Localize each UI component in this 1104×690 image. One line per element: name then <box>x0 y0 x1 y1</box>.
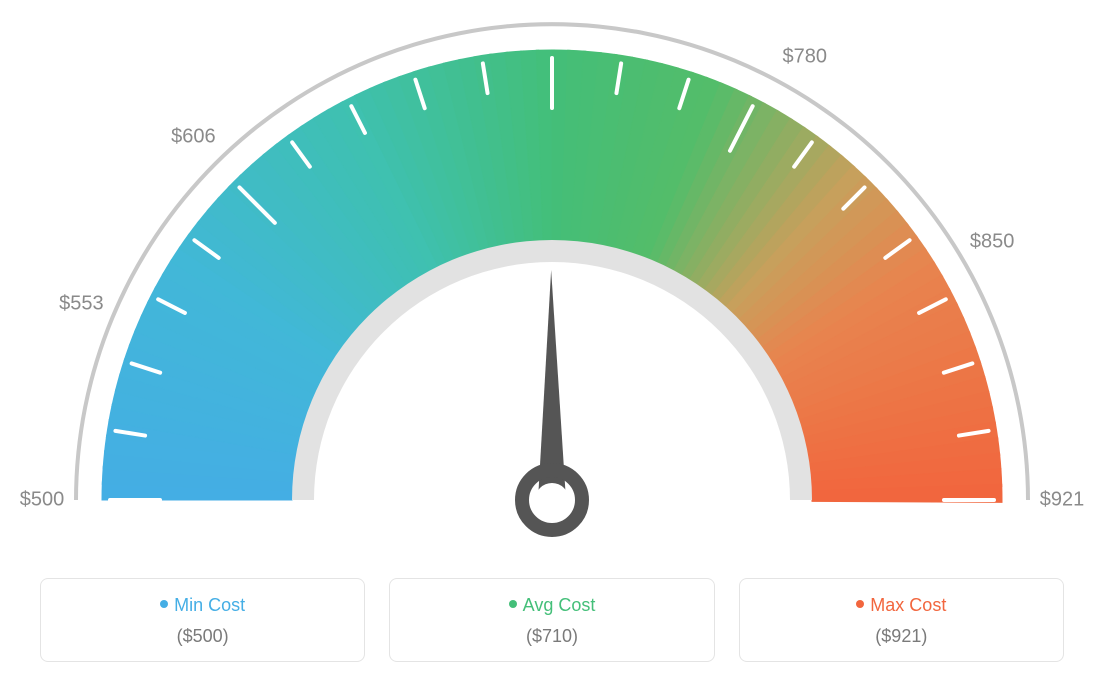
legend-max-label: Max Cost <box>750 595 1053 616</box>
legend-avg-value: ($710) <box>400 626 703 647</box>
legend-min-card: Min Cost ($500) <box>40 578 365 662</box>
legend-avg-label-text: Avg Cost <box>523 595 596 615</box>
legend-max-card: Max Cost ($921) <box>739 578 1064 662</box>
legend-min-label-text: Min Cost <box>174 595 245 615</box>
gauge-tick-label: $710 <box>528 0 573 2</box>
legend-max-value: ($921) <box>750 626 1053 647</box>
gauge-tick-label: $780 <box>783 46 828 69</box>
gauge-tick-label: $850 <box>970 231 1015 254</box>
dot-icon <box>160 600 168 608</box>
dot-icon <box>509 600 517 608</box>
legend-max-label-text: Max Cost <box>870 595 946 615</box>
legend-avg-label: Avg Cost <box>400 595 703 616</box>
legend-avg-card: Avg Cost ($710) <box>389 578 714 662</box>
gauge-svg <box>0 0 1104 560</box>
legend-min-label: Min Cost <box>51 595 354 616</box>
legend-row: Min Cost ($500) Avg Cost ($710) Max Cost… <box>40 578 1064 662</box>
gauge-area: $500 $553 $606 $710 $780 $850 $921 <box>0 0 1104 560</box>
dot-icon <box>856 600 864 608</box>
cost-gauge-widget: $500 $553 $606 $710 $780 $850 $921 Min Cost ($… <box>0 0 1104 690</box>
gauge-tick-label: $500 <box>20 489 65 512</box>
gauge-tick-label: $553 <box>59 292 104 315</box>
gauge-tick-label: $921 <box>1040 489 1085 512</box>
gauge-tick-label: $606 <box>171 126 216 149</box>
legend-min-value: ($500) <box>51 626 354 647</box>
